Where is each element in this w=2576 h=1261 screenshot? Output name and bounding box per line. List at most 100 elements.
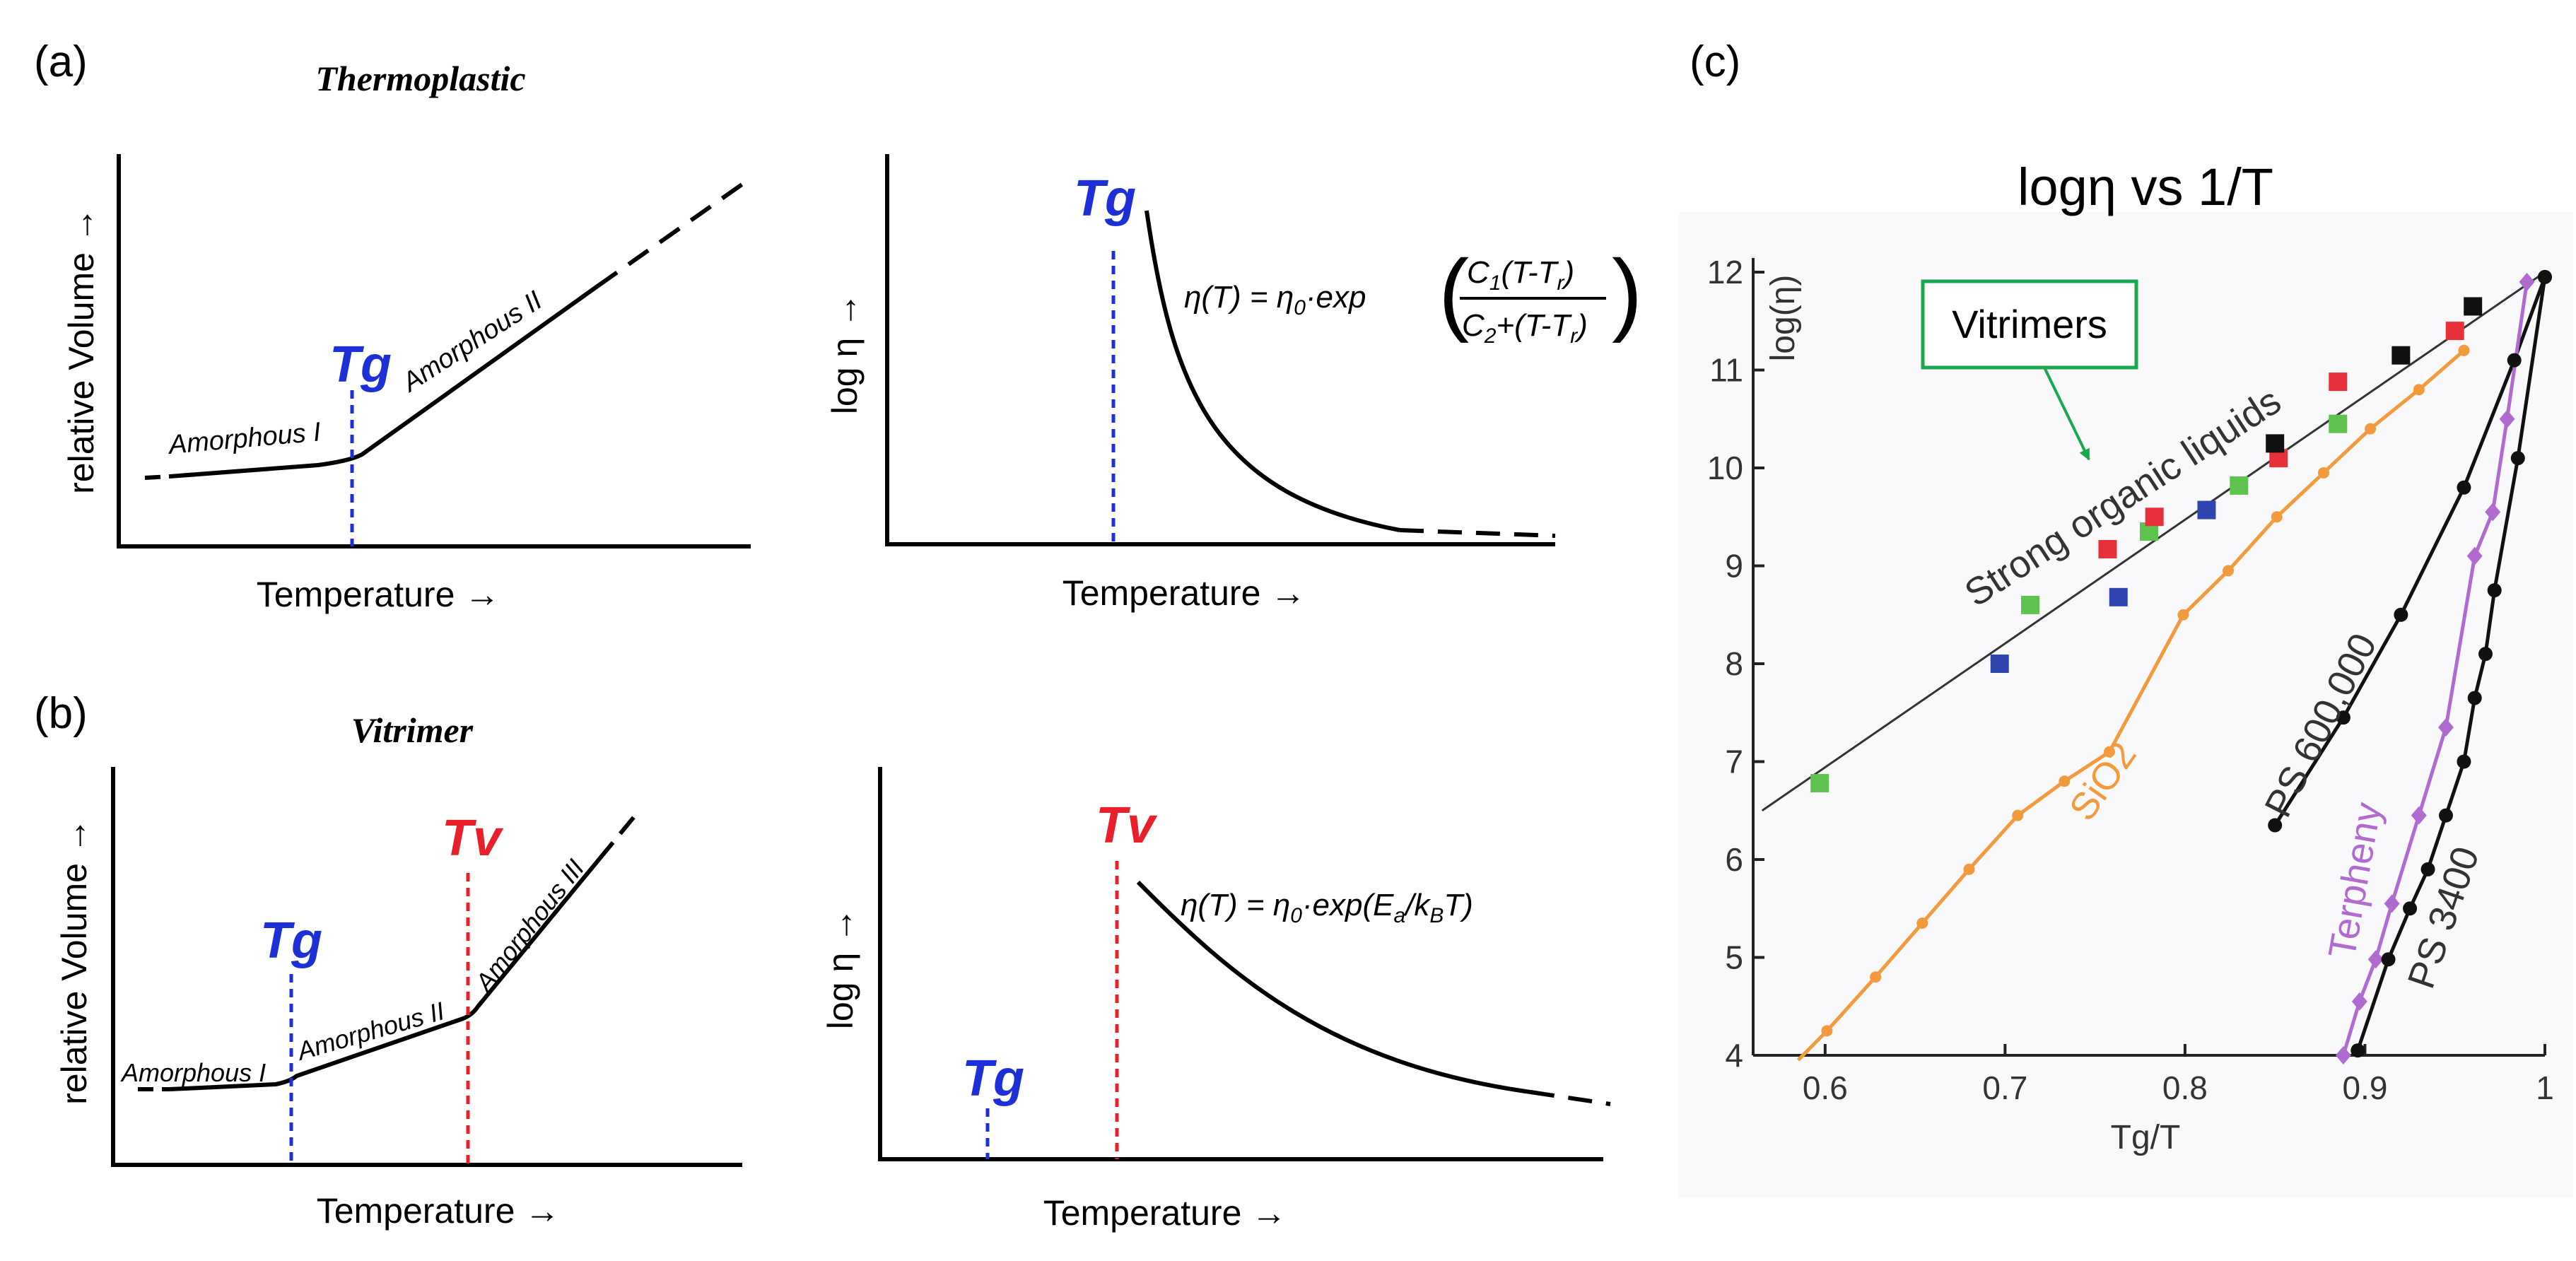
c-point-circle — [2403, 901, 2418, 916]
b-volume-curve — [169, 857, 602, 1091]
a-eq-num-rest: (T-T — [1501, 255, 1559, 290]
c-point-circle — [2458, 344, 2470, 356]
title-thermoplastic: Thermoplastic — [315, 59, 525, 98]
c-point-square — [2021, 595, 2039, 614]
a-volume-region-2: Amorphous II — [396, 286, 547, 399]
c-x-tick-label: 0.8 — [2162, 1069, 2208, 1106]
a-eq-num-close: ) — [1561, 255, 1575, 290]
c-point-circle — [2457, 754, 2471, 769]
c-y-tick-label: 5 — [1725, 939, 1743, 976]
a-eq-lparen: ( — [1439, 240, 1469, 344]
b-visc-ylabel-text: log η — [821, 953, 860, 1029]
b-visc-xlabel-text: Temperature — [1043, 1193, 1242, 1233]
c-point-circle — [1916, 917, 1928, 929]
b-visc-plot: log η → Temperature → Tg Tv η(T) = η0·ex… — [821, 767, 1611, 1233]
a-volume-dash-left — [144, 474, 170, 480]
a-visc-xlabel: Temperature → — [1062, 573, 1306, 613]
c-x-axis-label: Tg/T — [2111, 1119, 2181, 1156]
a-volume-ylabel: relative Volume → — [62, 207, 101, 494]
b-eq-sub0: 0 — [1290, 904, 1302, 927]
b-visc-tv-label: Tv — [1096, 797, 1158, 854]
a-volume-xlabel: Temperature → — [257, 575, 500, 614]
b-eq-mid: ·exp(E — [1302, 888, 1394, 922]
c-y-tick-label: 8 — [1725, 645, 1743, 682]
c-y-tick-label: 7 — [1725, 744, 1743, 780]
c-point-circle — [2350, 1043, 2365, 1058]
a-eq-lhs: η(T) = η — [1184, 280, 1294, 315]
c-y-tick-label: 11 — [1709, 352, 1743, 389]
a-eq-num-sub: 1 — [1489, 271, 1501, 295]
c-point-diamond — [2485, 503, 2501, 522]
a-volume-ylabel-text: relative Volume — [62, 252, 101, 494]
a-visc-eq-num: C1(T-Tr) — [1467, 255, 1574, 295]
a-visc-dash — [1399, 528, 1556, 538]
a-visc-equation: η(T) = η0·exp ( C1(T-Tr) C2+(T-Tr) ) — [1184, 240, 1642, 348]
b-visc-ylabel-arrow: → — [821, 908, 860, 943]
a-visc-eq-den: C2+(T-Tr) — [1462, 308, 1588, 348]
a-volume-curve — [169, 284, 599, 479]
c-point-circle — [2467, 691, 2482, 705]
a-visc-tg-label: Tg — [1074, 170, 1136, 227]
a-volume-dash-right — [596, 178, 749, 288]
c-point-circle — [2478, 647, 2493, 662]
c-x-tick-label: 0.7 — [1982, 1069, 2027, 1106]
b-eq-mid2: /k — [1403, 888, 1431, 922]
c-x-tick-label: 0.6 — [1803, 1069, 1848, 1106]
a-eq-den-sub: 2 — [1484, 324, 1497, 348]
a-eq-mid: ·exp — [1306, 280, 1366, 315]
c-point-diamond — [2384, 894, 2400, 913]
c-point-diamond — [2519, 272, 2535, 291]
c-point-circle — [2059, 775, 2071, 787]
a-visc-ylabel-arrow: → — [825, 293, 865, 328]
c-point-diamond — [2335, 1046, 2351, 1064]
c-point-circle — [2336, 710, 2350, 725]
a-visc-axes — [885, 154, 1555, 546]
b-volume-region-1: Amorphous I — [120, 1058, 266, 1087]
c-chart-title: logη vs 1/T — [2018, 158, 2273, 216]
b-visc-xlabel: Temperature → — [1043, 1193, 1287, 1233]
c-x-tick-label: 1 — [2536, 1069, 2554, 1106]
c-vitrimers-box — [1921, 279, 2138, 370]
c-point-circle — [2012, 809, 2024, 821]
b-visc-axes — [878, 767, 1603, 1161]
c-point-circle — [2271, 511, 2283, 523]
c-point-diamond — [2367, 950, 2384, 969]
c-y-axis-label: log(η) — [1764, 275, 1802, 362]
c-line-ps600000 — [2273, 276, 2547, 826]
c-point-circle — [2487, 583, 2502, 598]
c-point-square — [1990, 655, 2009, 673]
panel-label-c: (c) — [1690, 37, 1740, 86]
b-volume-ylabel-text: relative Volume — [54, 863, 94, 1105]
c-point-circle — [2510, 451, 2525, 466]
panel-label-a: (a) — [34, 37, 88, 86]
c-y-tick-label: 9 — [1725, 548, 1743, 585]
b-volume-ylabel-arrow: → — [54, 818, 94, 853]
a-eq-sub0: 0 — [1294, 296, 1306, 319]
c-y-tick-label: 10 — [1707, 450, 1743, 486]
a-volume-xlabel-arrow: → — [464, 575, 500, 614]
c-point-square — [2197, 500, 2216, 520]
c-point-square — [2266, 434, 2285, 453]
b-volume-tg-label: Tg — [260, 913, 322, 969]
a-volume-tg-label: Tg — [329, 336, 392, 393]
b-volume-xlabel-arrow: → — [525, 1191, 560, 1231]
c-point-square — [2145, 508, 2164, 527]
c-point-circle — [2394, 607, 2408, 622]
a-eq-den: C — [1462, 308, 1485, 343]
c-point-diamond — [2351, 992, 2367, 1011]
a-volume-plot: relative Volume → Temperature → Tg Amorp… — [62, 154, 751, 614]
c-point-circle — [2413, 384, 2425, 396]
c-point-circle — [2420, 862, 2435, 876]
c-point-square — [1810, 773, 1829, 792]
a-volume-ylabel-arrow: → — [62, 207, 101, 242]
c-y-tick-label: 6 — [1725, 841, 1743, 878]
c-point-square — [2391, 346, 2411, 365]
panel-label-b: (b) — [34, 689, 88, 738]
a-volume-axes — [117, 154, 751, 549]
b-volume-axes — [111, 767, 742, 1167]
c-point-circle — [1963, 863, 1975, 875]
c-point-square — [2230, 476, 2249, 495]
c-x-tick-label: 0.9 — [2342, 1069, 2387, 1106]
c-point-circle — [2177, 609, 2189, 621]
c-point-diamond — [2438, 718, 2454, 737]
